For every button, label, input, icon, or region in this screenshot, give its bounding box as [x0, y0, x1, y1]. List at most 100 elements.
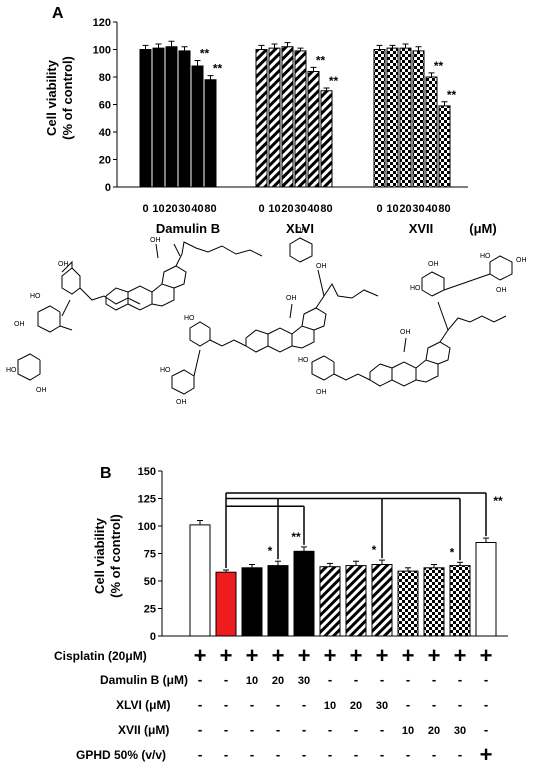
row-cell: -	[198, 648, 202, 663]
panel-b-ylabel-line2: (% of control)	[108, 514, 123, 598]
row-cell: +	[376, 643, 389, 668]
row-cell: +	[428, 643, 441, 668]
bar-hatch	[319, 566, 341, 637]
significance-marker: **	[213, 62, 223, 76]
row-cell: -	[224, 747, 228, 762]
panel-a-group-label-damulin-b: Damulin B	[156, 221, 220, 236]
x-tick-label: 40	[191, 203, 203, 215]
x-tick-label: 40	[425, 203, 437, 215]
ho-label: HO	[298, 357, 309, 364]
row-cell: -	[276, 747, 280, 762]
row-cell: -	[484, 697, 488, 712]
y-tick-label: 100	[93, 45, 111, 57]
y-tick-label: 150	[138, 466, 156, 478]
x-tick-label: 80	[438, 203, 450, 215]
row-cell: -	[198, 722, 202, 737]
bar-red	[215, 571, 237, 637]
row-cell: -	[198, 747, 202, 762]
row-cell: -	[354, 722, 358, 737]
y-tick-label: 80	[99, 72, 111, 84]
row-cell: -	[276, 697, 280, 712]
panel-a-group-label-xvii: XVII	[409, 221, 434, 236]
bar-checker	[412, 50, 425, 188]
row-cell: +	[246, 643, 259, 668]
ho-label: HO	[184, 315, 195, 322]
row-cell: 30	[298, 675, 310, 687]
oh-label: OH	[516, 257, 527, 264]
row-cell: -	[380, 722, 384, 737]
row-cell: -	[198, 747, 202, 762]
row-cell: -	[250, 697, 254, 712]
panel-a-group-label-xlvi: XLVI	[286, 221, 314, 236]
row-label: XVII (μM)	[118, 723, 169, 737]
row-cell: -	[432, 672, 436, 687]
row-cell: 10	[402, 725, 414, 737]
row-cell: 30	[454, 725, 466, 737]
ho-label: HO	[6, 367, 17, 374]
row-cell: 10	[246, 675, 258, 687]
panel-a-ylabel-line2: (% of control)	[60, 56, 75, 140]
panel-b-brackets: **** ***	[225, 492, 503, 568]
oh-label: OH	[286, 295, 297, 302]
bar-checker	[386, 47, 399, 188]
x-tick-label: 30	[294, 203, 306, 215]
bar-checker	[373, 49, 386, 188]
row-cell: +	[480, 643, 493, 668]
row-cell: +	[402, 643, 415, 668]
row-label: XLVI (μM)	[116, 698, 170, 712]
row-cell: -	[432, 697, 436, 712]
y-tick-label: 125	[138, 494, 156, 506]
bar-solid	[165, 46, 178, 188]
row-cell: -	[380, 672, 384, 687]
bar-solid	[267, 565, 289, 637]
row-cell: +	[480, 742, 493, 766]
bar-checker	[449, 565, 471, 637]
bar-hatch	[268, 47, 281, 188]
row-cell: -	[302, 722, 306, 737]
oh-label: OH	[150, 237, 161, 244]
y-tick-label: 75	[144, 549, 156, 561]
x-tick-label: 0	[376, 203, 382, 215]
bar-hatch	[371, 564, 393, 637]
oh-label: OH	[496, 287, 507, 294]
row-cell: -	[198, 697, 202, 712]
bar-solid	[139, 49, 152, 188]
x-tick-label: 40	[307, 203, 319, 215]
row-cell: -	[224, 722, 228, 737]
x-tick-label: 10	[386, 203, 398, 215]
row-cell: -	[276, 722, 280, 737]
significance-marker: **	[447, 88, 457, 102]
bar-solid	[152, 47, 165, 188]
bar-checker	[425, 76, 438, 188]
panel-b-ylabel-line1: Cell viability	[92, 517, 107, 594]
row-cell: -	[432, 747, 436, 762]
panel-a-x-labels: 0 10 20 30 40 80 0 10 20 30 40 80 0 10 20 30 40 80	[142, 203, 450, 215]
x-tick-label: 20	[165, 203, 177, 215]
x-tick-label: 20	[399, 203, 411, 215]
bar-hatch	[307, 71, 320, 188]
row-cell: -	[198, 722, 202, 737]
ho-label: HO	[480, 253, 491, 260]
row-cell: -	[354, 747, 358, 762]
y-tick-label: 20	[99, 155, 111, 167]
bar-solid	[293, 550, 315, 637]
y-tick-label: 120	[93, 17, 111, 29]
row-cell: -	[198, 672, 202, 687]
bar-checker	[423, 567, 445, 637]
ho-label: HO	[410, 285, 421, 292]
row-cell: 20	[428, 725, 440, 737]
row-label: GPHD 50% (v/v)	[76, 748, 166, 762]
ho-label: HO	[160, 367, 171, 374]
xvii-structure	[311, 255, 513, 387]
bar-white	[189, 524, 211, 637]
row-cell: -	[354, 672, 358, 687]
row-cell: -	[250, 747, 254, 762]
significance-marker: *	[268, 544, 273, 558]
bar-hatch	[320, 90, 333, 188]
panel-a-label: A	[52, 5, 64, 22]
y-tick-label: 25	[144, 604, 156, 616]
oh-label: OH	[316, 263, 327, 270]
row-label: Damulin B (μM)	[100, 673, 188, 687]
bar-hatch	[345, 565, 367, 637]
row-cell: -	[302, 697, 306, 712]
